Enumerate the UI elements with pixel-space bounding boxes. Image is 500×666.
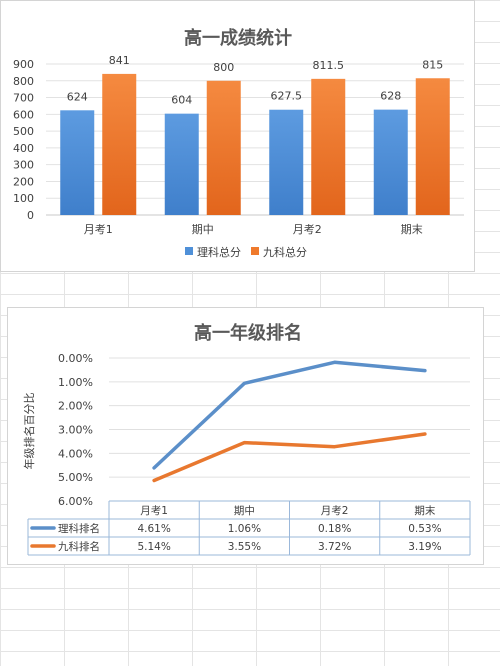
bar-nine (102, 73, 137, 215)
bar-nine (311, 78, 346, 216)
x-tick-label: 期末 (401, 222, 423, 236)
score-bar-chart: 高一成绩统计 0 100 200 300 400 500 600 700 800 900 624 8… (13, 27, 464, 259)
table-header-cell: 期末 (414, 504, 435, 517)
y-tick-label: 700 (13, 92, 34, 105)
legend-swatch (185, 247, 193, 255)
legend-label: 九科总分 (263, 245, 307, 259)
y-tick-label: 2.00% (58, 400, 93, 413)
bar-science (60, 110, 95, 215)
y-tick-label: 5.00% (58, 471, 93, 484)
chart-title: 高一年级排名 (194, 322, 302, 344)
legend-label: 理科排名 (58, 522, 100, 535)
data-label: 624 (67, 90, 88, 103)
chart-title: 高一成绩统计 (184, 27, 292, 49)
table-header-cell: 期中 (234, 504, 255, 517)
y-tick-label: 600 (13, 108, 34, 121)
table-cell: 3.72% (318, 541, 351, 553)
rank-chart-card: 高一年级排名 年级排名百分比 0.00% 1.00% 2.00% 3.00% 4.00%… (7, 307, 484, 565)
y-tick-label: 3.00% (58, 424, 93, 437)
table-cell: 1.06% (228, 523, 261, 535)
bar-nine (415, 78, 450, 215)
legend-label: 九科排名 (58, 540, 100, 553)
series-line-nine (152, 432, 427, 483)
x-tick-label: 期中 (192, 223, 214, 236)
data-label: 800 (213, 61, 234, 74)
y-tick-label: 500 (13, 125, 34, 138)
legend-label: 理科总分 (197, 245, 241, 259)
y-tick-label: 800 (13, 75, 34, 88)
data-label: 811.5 (313, 59, 345, 72)
y-tick-label: 200 (13, 175, 34, 188)
rank-line-chart: 高一年级排名 年级排名百分比 0.00% 1.00% 2.00% 3.00% 4.00%… (22, 322, 471, 556)
y-tick-label: 1.00% (58, 376, 93, 389)
y-tick-label: 0 (27, 209, 34, 222)
series-line-science (152, 360, 427, 470)
table-cell: 3.55% (228, 541, 261, 553)
table-cell: 5.14% (137, 541, 170, 553)
data-label: 628 (380, 90, 401, 103)
y-tick-label: 900 (13, 58, 34, 71)
score-chart-card: 高一成绩统计 0 100 200 300 400 500 600 700 800 900 624 8… (0, 0, 475, 272)
y-tick-label: 300 (13, 159, 34, 172)
data-label: 604 (171, 94, 192, 107)
bar-science (373, 109, 408, 215)
table-cell: 4.61% (137, 523, 170, 535)
x-tick-label: 月考1 (84, 223, 113, 236)
table-cell: 0.18% (318, 523, 351, 535)
table-cell: 0.53% (408, 523, 441, 535)
table-header-cell: 月考2 (321, 505, 349, 517)
y-tick-label: 400 (13, 142, 34, 155)
data-label: 815 (422, 58, 443, 71)
y-tick-label: 4.00% (58, 447, 93, 460)
data-label: 841 (109, 54, 130, 67)
table-cell: 3.19% (408, 541, 441, 553)
legend-swatch (251, 247, 259, 255)
data-label: 627.5 (271, 90, 303, 103)
table-header-cell: 月考1 (140, 505, 168, 517)
y-tick-label: 0.00% (58, 352, 93, 365)
bar-science (164, 113, 199, 215)
x-tick-label: 月考2 (293, 223, 322, 236)
bar-science (269, 109, 304, 215)
y-tick-label: 100 (13, 192, 34, 205)
y-tick-label: 6.00% (58, 495, 93, 508)
y-axis-label: 年级排名百分比 (22, 393, 36, 470)
bar-nine (206, 80, 241, 216)
